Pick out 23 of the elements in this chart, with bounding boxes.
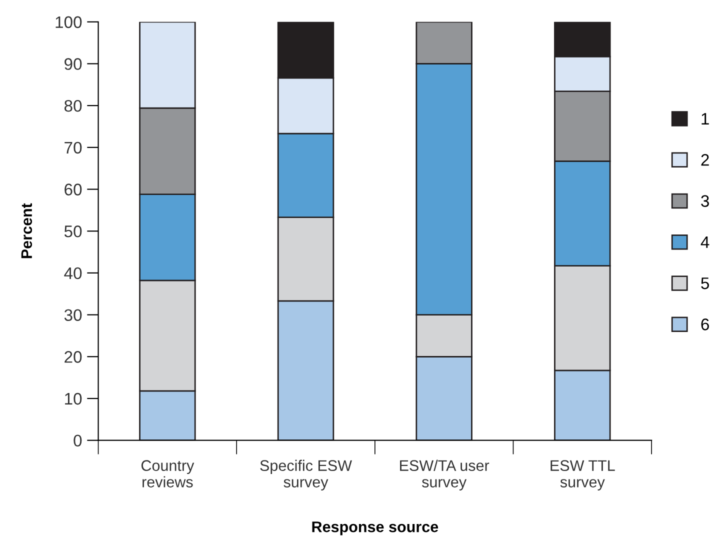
y-tick-label: 90 bbox=[64, 58, 82, 70]
y-axis-title: Percent bbox=[21, 203, 32, 258]
x-tick-label: ESW/TA user survey bbox=[400, 460, 490, 490]
y-tick-label: 60 bbox=[64, 184, 82, 196]
legend-label: 6 bbox=[701, 318, 709, 330]
x-axis-title: Response source bbox=[312, 522, 438, 536]
y-tick-label: 80 bbox=[64, 100, 82, 112]
y-tick-label: 40 bbox=[64, 267, 82, 280]
y-tick-label: 70 bbox=[64, 142, 82, 154]
y-tick-label: 20 bbox=[64, 351, 82, 363]
x-tick-label: Specific ESW survey bbox=[260, 460, 352, 490]
legend-label: 5 bbox=[701, 278, 709, 290]
y-tick-label: 10 bbox=[65, 392, 82, 405]
legend-label: 3 bbox=[701, 195, 709, 207]
legend-label: 4 bbox=[700, 236, 710, 248]
y-tick-label: 100 bbox=[56, 16, 82, 28]
y-tick-label: 50 bbox=[64, 226, 82, 238]
legend-label: 1 bbox=[702, 113, 709, 125]
y-tick-label: 30 bbox=[64, 309, 82, 321]
legend-label: 2 bbox=[701, 154, 709, 166]
x-tick-label: ESW TTL survey bbox=[550, 460, 615, 490]
y-tick-label: 0 bbox=[74, 434, 82, 447]
x-tick-label: Country reviews bbox=[141, 460, 194, 488]
